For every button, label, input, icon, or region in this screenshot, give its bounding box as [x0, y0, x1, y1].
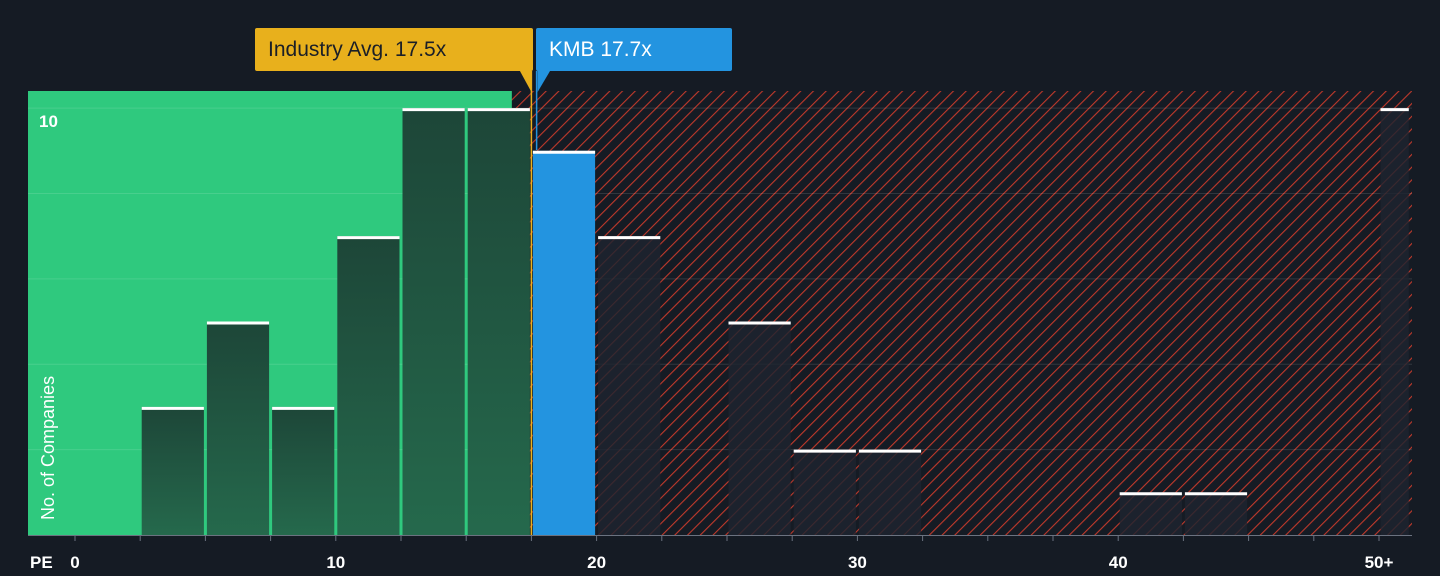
histogram-bar — [141, 406, 204, 535]
histogram-bar — [1380, 108, 1409, 536]
x-tick-label: 30 — [848, 553, 867, 571]
company-callout-tail — [537, 70, 551, 92]
histogram-bar — [402, 108, 465, 536]
industry-callout-tail — [519, 70, 532, 92]
company-pe-label: KMB 17.7x — [536, 28, 732, 71]
histogram-bar — [1184, 492, 1248, 535]
histogram-bar — [598, 236, 661, 535]
histogram-bar — [1119, 492, 1182, 535]
histogram-bar — [728, 321, 791, 535]
histogram-bar — [793, 449, 856, 535]
x-tick-label: 50+ — [1365, 553, 1394, 571]
y-tick-label: 10 — [39, 112, 58, 131]
histogram-bar — [467, 108, 530, 536]
histogram-bar — [337, 236, 400, 535]
x-tick-label: 10 — [326, 553, 345, 571]
overvalued-region — [531, 91, 1412, 535]
x-tick-label: 40 — [1109, 553, 1128, 571]
x-axis-label: PE — [30, 553, 53, 571]
company-bar — [532, 150, 596, 535]
x-tick-label: 20 — [587, 553, 606, 571]
histogram-bar — [206, 321, 270, 535]
y-axis-label: No. of Companies — [38, 376, 58, 520]
histogram-bar — [272, 406, 335, 535]
x-tick-label: 0 — [70, 553, 79, 571]
histogram-bar — [858, 449, 922, 535]
industry-average-label: Industry Avg. 17.5x — [255, 28, 533, 71]
